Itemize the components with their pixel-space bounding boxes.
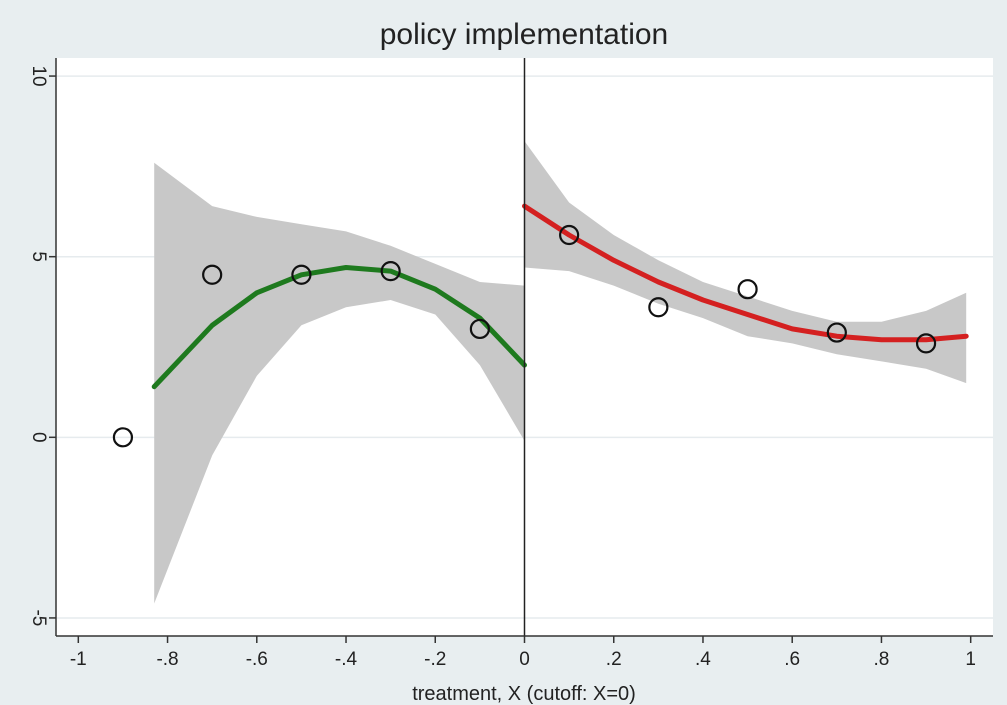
x-tick-label: -.8 xyxy=(156,649,178,670)
y-tick-label: 5 xyxy=(28,251,49,262)
x-tick-label: .6 xyxy=(784,649,800,670)
x-axis-title: treatment, X (cutoff: X=0) xyxy=(412,683,636,705)
confidence-band-right xyxy=(524,141,967,384)
x-tick-label: 0 xyxy=(519,649,530,670)
fit-lines xyxy=(151,203,969,390)
data-point xyxy=(202,264,223,285)
data-point xyxy=(648,297,669,318)
axes: -1 -.8 -.6 -.4 -.2 0 .2 .4 .6 .8 1 -5 0 5 10 xyxy=(28,58,993,670)
y-tick-label: 0 xyxy=(28,432,49,443)
x-tick-label: -1 xyxy=(70,649,87,670)
data-point xyxy=(826,322,847,343)
fit-line-left xyxy=(151,265,527,390)
x-tick-label: -.6 xyxy=(246,649,268,670)
chart-title: policy implementation xyxy=(380,18,668,51)
x-tick-label: .4 xyxy=(695,649,711,670)
data-point xyxy=(737,279,758,300)
data-point xyxy=(915,333,937,354)
data-point xyxy=(291,264,312,285)
data-point xyxy=(380,261,401,282)
confidence-bands xyxy=(154,141,967,604)
x-tick-label: 1 xyxy=(965,649,976,670)
confidence-band-left xyxy=(154,162,525,604)
data-point xyxy=(559,224,580,246)
x-tick-label: -.2 xyxy=(424,649,446,670)
y-tick-label: -5 xyxy=(28,609,49,626)
data-point xyxy=(469,318,490,340)
data-points xyxy=(112,224,937,448)
x-tick-label: .2 xyxy=(606,649,622,670)
x-tick-label: .8 xyxy=(874,649,890,670)
x-tick-label: -.4 xyxy=(335,649,358,670)
data-point xyxy=(112,427,134,448)
fit-line-right xyxy=(522,203,969,343)
y-tick-label: 10 xyxy=(28,65,49,86)
